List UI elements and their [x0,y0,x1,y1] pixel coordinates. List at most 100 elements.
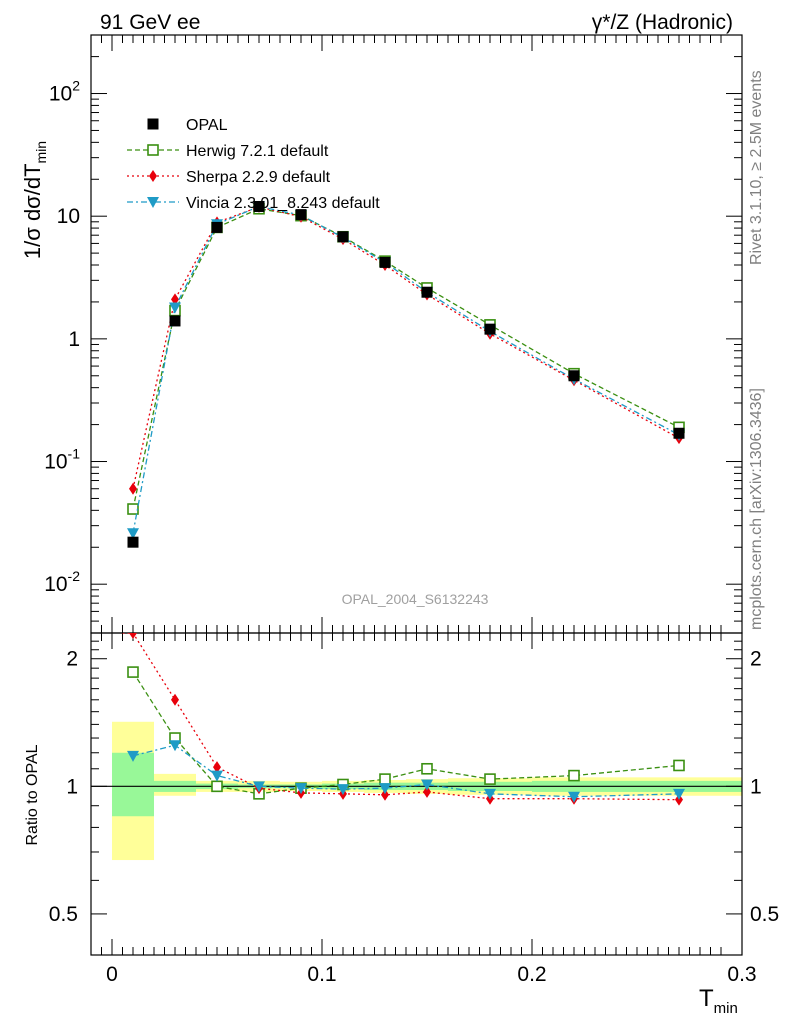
data-series [122,200,685,806]
legend-label: Sherpa 2.2.9 default [186,169,331,186]
data-point [568,791,580,803]
data-point [253,781,265,793]
main-y-tick-label: 10 [57,205,80,228]
data-point [169,740,181,752]
legend-item: Herwig 7.2.1 default [127,143,329,160]
data-point [147,197,159,208]
mcplots-label: mcplots.cern.ch [arXiv:1306.3436] [748,388,765,630]
tick-exponent: -1 [68,446,81,462]
data-point [379,773,391,785]
legend-item: OPAL [147,117,228,134]
data-point [337,231,349,243]
legend-label: Vincia 2.3.01_8.243 default [186,195,380,212]
data-point [169,302,181,314]
data-point [129,482,137,495]
data-point [379,783,391,795]
data-point [171,693,179,706]
data-point [253,200,265,212]
data-point [129,633,137,639]
main-series-3 [127,201,685,540]
data-point [149,170,157,182]
legend-item: Vincia 2.3.01_8.243 default [127,195,380,212]
tick-base: 10 [44,451,67,474]
main-y-tick-label: 1 [68,328,80,351]
main-y-tick-label: 10-1 [44,446,80,474]
data-point [127,503,139,515]
data-point [421,762,433,775]
data-point [127,536,139,548]
data-point [211,770,223,782]
x-tick-label: 0.2 [517,963,546,986]
data-point [379,256,391,268]
legend-item: Sherpa 2.2.9 default [127,169,331,186]
main-series-0 [127,200,685,548]
ratio-y-tick-label: 0.5 [49,903,78,926]
main-y-tick-label: 10-2 [44,568,80,596]
data-point [568,370,580,382]
main-series-2 [129,200,683,495]
data-point [673,788,685,800]
data-point [169,315,181,327]
main-y-label-sub: min [33,141,49,164]
data-point [673,427,685,439]
x-tick-label: 0.1 [307,963,336,986]
data-point [213,761,221,774]
analysis-watermark: OPAL_2004_S6132243 [342,591,489,607]
data-point [484,773,496,785]
main-y-label-text: 1/σ dσ/dT [20,163,45,259]
ratio-y-axis-label: Ratio to OPAL [24,744,41,845]
series-line [132,206,680,489]
legend-label: Herwig 7.2.1 default [186,143,329,160]
series-line [132,208,680,510]
ratio-y-tick-label-right: 0.5 [750,903,779,926]
x-tick-label: 0 [106,963,118,986]
tick-base: 10 [44,573,67,596]
tick-base: 10 [49,83,72,106]
ratio-y-tick-label-right: 2 [750,648,762,671]
data-point [295,783,307,795]
main-y-axis-label: 1/σ dσ/dTmin [20,141,49,259]
data-point [568,769,580,782]
rivet-version-label: Rivet 3.1.10, ≥ 2.5M events [748,70,765,265]
x-tick-label: 0.3 [727,963,756,986]
legend: OPAL Herwig 7.2.1 default Sherpa 2.2.9 def… [127,117,380,212]
x-label-sub: min [714,1000,738,1017]
x-axis-label: Tmin [699,985,738,1017]
data-point [484,323,496,335]
stat-uncertainty-band [112,752,154,817]
data-point [423,785,431,798]
header-right: γ*/Z (Hadronic) [592,11,733,34]
series-line [132,205,680,534]
header-left: 91 GeV ee [100,11,200,34]
legend-label: OPAL [186,117,228,134]
data-point [484,788,496,800]
data-point [211,221,223,233]
ratio-uncertainty-bands [91,721,742,861]
data-point [171,293,179,306]
series-line [122,633,680,801]
main-y-tick-label: 102 [49,78,80,106]
data-point [421,779,433,791]
series-line [132,671,680,795]
ratio-y-tick-label: 1 [66,775,78,798]
tick-exponent: 2 [72,78,80,94]
data-point [673,759,685,772]
data-point [127,666,139,678]
data-point [421,286,433,298]
data-point [381,788,389,801]
data-point [147,118,159,130]
svg-text:1/σ dσ/dTmin: 1/σ dσ/dTmin [20,141,49,259]
ratio-y-tick-label-right: 1 [750,775,762,798]
tick-exponent: -2 [68,568,81,584]
data-point [295,209,307,221]
data-point [337,784,349,796]
data-point [127,528,139,540]
main-series-1 [127,202,685,515]
ratio-y-tick-label: 2 [66,648,78,671]
ratio-series-2 [127,740,685,803]
data-point [147,144,159,156]
data-point [127,750,139,762]
x-label-text: T [699,985,714,1012]
